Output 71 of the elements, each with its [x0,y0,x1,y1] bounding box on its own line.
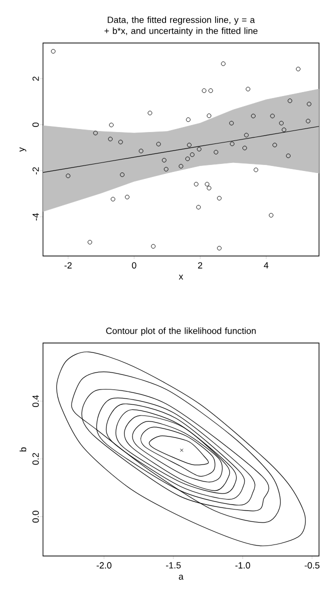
point [164,166,168,172]
y-axis-title: y [20,147,26,152]
y-tick-label: 0.4 [32,395,39,407]
point [230,142,234,146]
point [214,150,218,154]
point [109,122,114,128]
point [120,172,124,177]
chart-title: Data, the fitted regression line, y = a + b*x, and uncertainty in the fitted line [104,16,258,36]
point [202,88,206,93]
point [162,158,166,162]
x-axis-title: a [178,574,184,580]
point [118,140,123,144]
point [88,240,92,244]
point [206,114,212,118]
y-tick-label: 0.2 [32,453,39,465]
point [190,152,194,157]
y-tick-label: 0 [32,122,39,127]
point [194,182,198,186]
point [151,244,156,249]
y-axis-title: b [20,447,26,452]
point [138,148,144,154]
point [246,86,250,92]
point [204,182,210,186]
point [282,128,286,132]
point [217,246,222,250]
y-tick-label: 0.0 [32,510,39,523]
point [242,146,247,150]
point [217,196,222,200]
point [229,120,234,126]
x-tick-label: -0.5 [304,562,320,569]
point [124,194,130,200]
point [288,98,292,104]
x-axis-title: x [178,274,184,280]
y-tick-label: -4 [32,213,39,220]
point [186,117,191,122]
x-tick-label: -1.5 [166,562,181,568]
point [306,118,310,124]
point [66,174,70,178]
point [196,146,202,152]
x-tick-label: 2 [198,262,202,268]
point [50,49,56,54]
point [272,142,277,148]
point [206,186,212,190]
point [178,164,184,168]
y-tick-label: -2 [32,167,39,174]
point [268,212,274,218]
point [270,114,275,118]
x-tick-label: -1.0 [235,562,250,569]
point [196,204,201,210]
point [148,110,152,116]
point [187,142,192,148]
point [254,168,258,172]
point [208,88,213,93]
point [221,61,226,66]
point [251,114,256,118]
point [93,130,98,136]
point [279,120,284,126]
point [296,66,300,72]
point [286,154,291,158]
point [108,136,113,142]
chart-title: Contour plot of the likelihood function [106,327,256,336]
point [185,156,190,162]
x-tick-label: -2.0 [96,562,112,569]
x-tick-label: 4 [264,262,268,268]
x-tick-label: -2 [64,262,72,268]
point [244,132,249,138]
point [110,196,116,202]
point [156,142,161,146]
x-tick-label: 0 [132,262,136,269]
y-tick-label: 2 [32,76,39,81]
point [306,102,312,106]
